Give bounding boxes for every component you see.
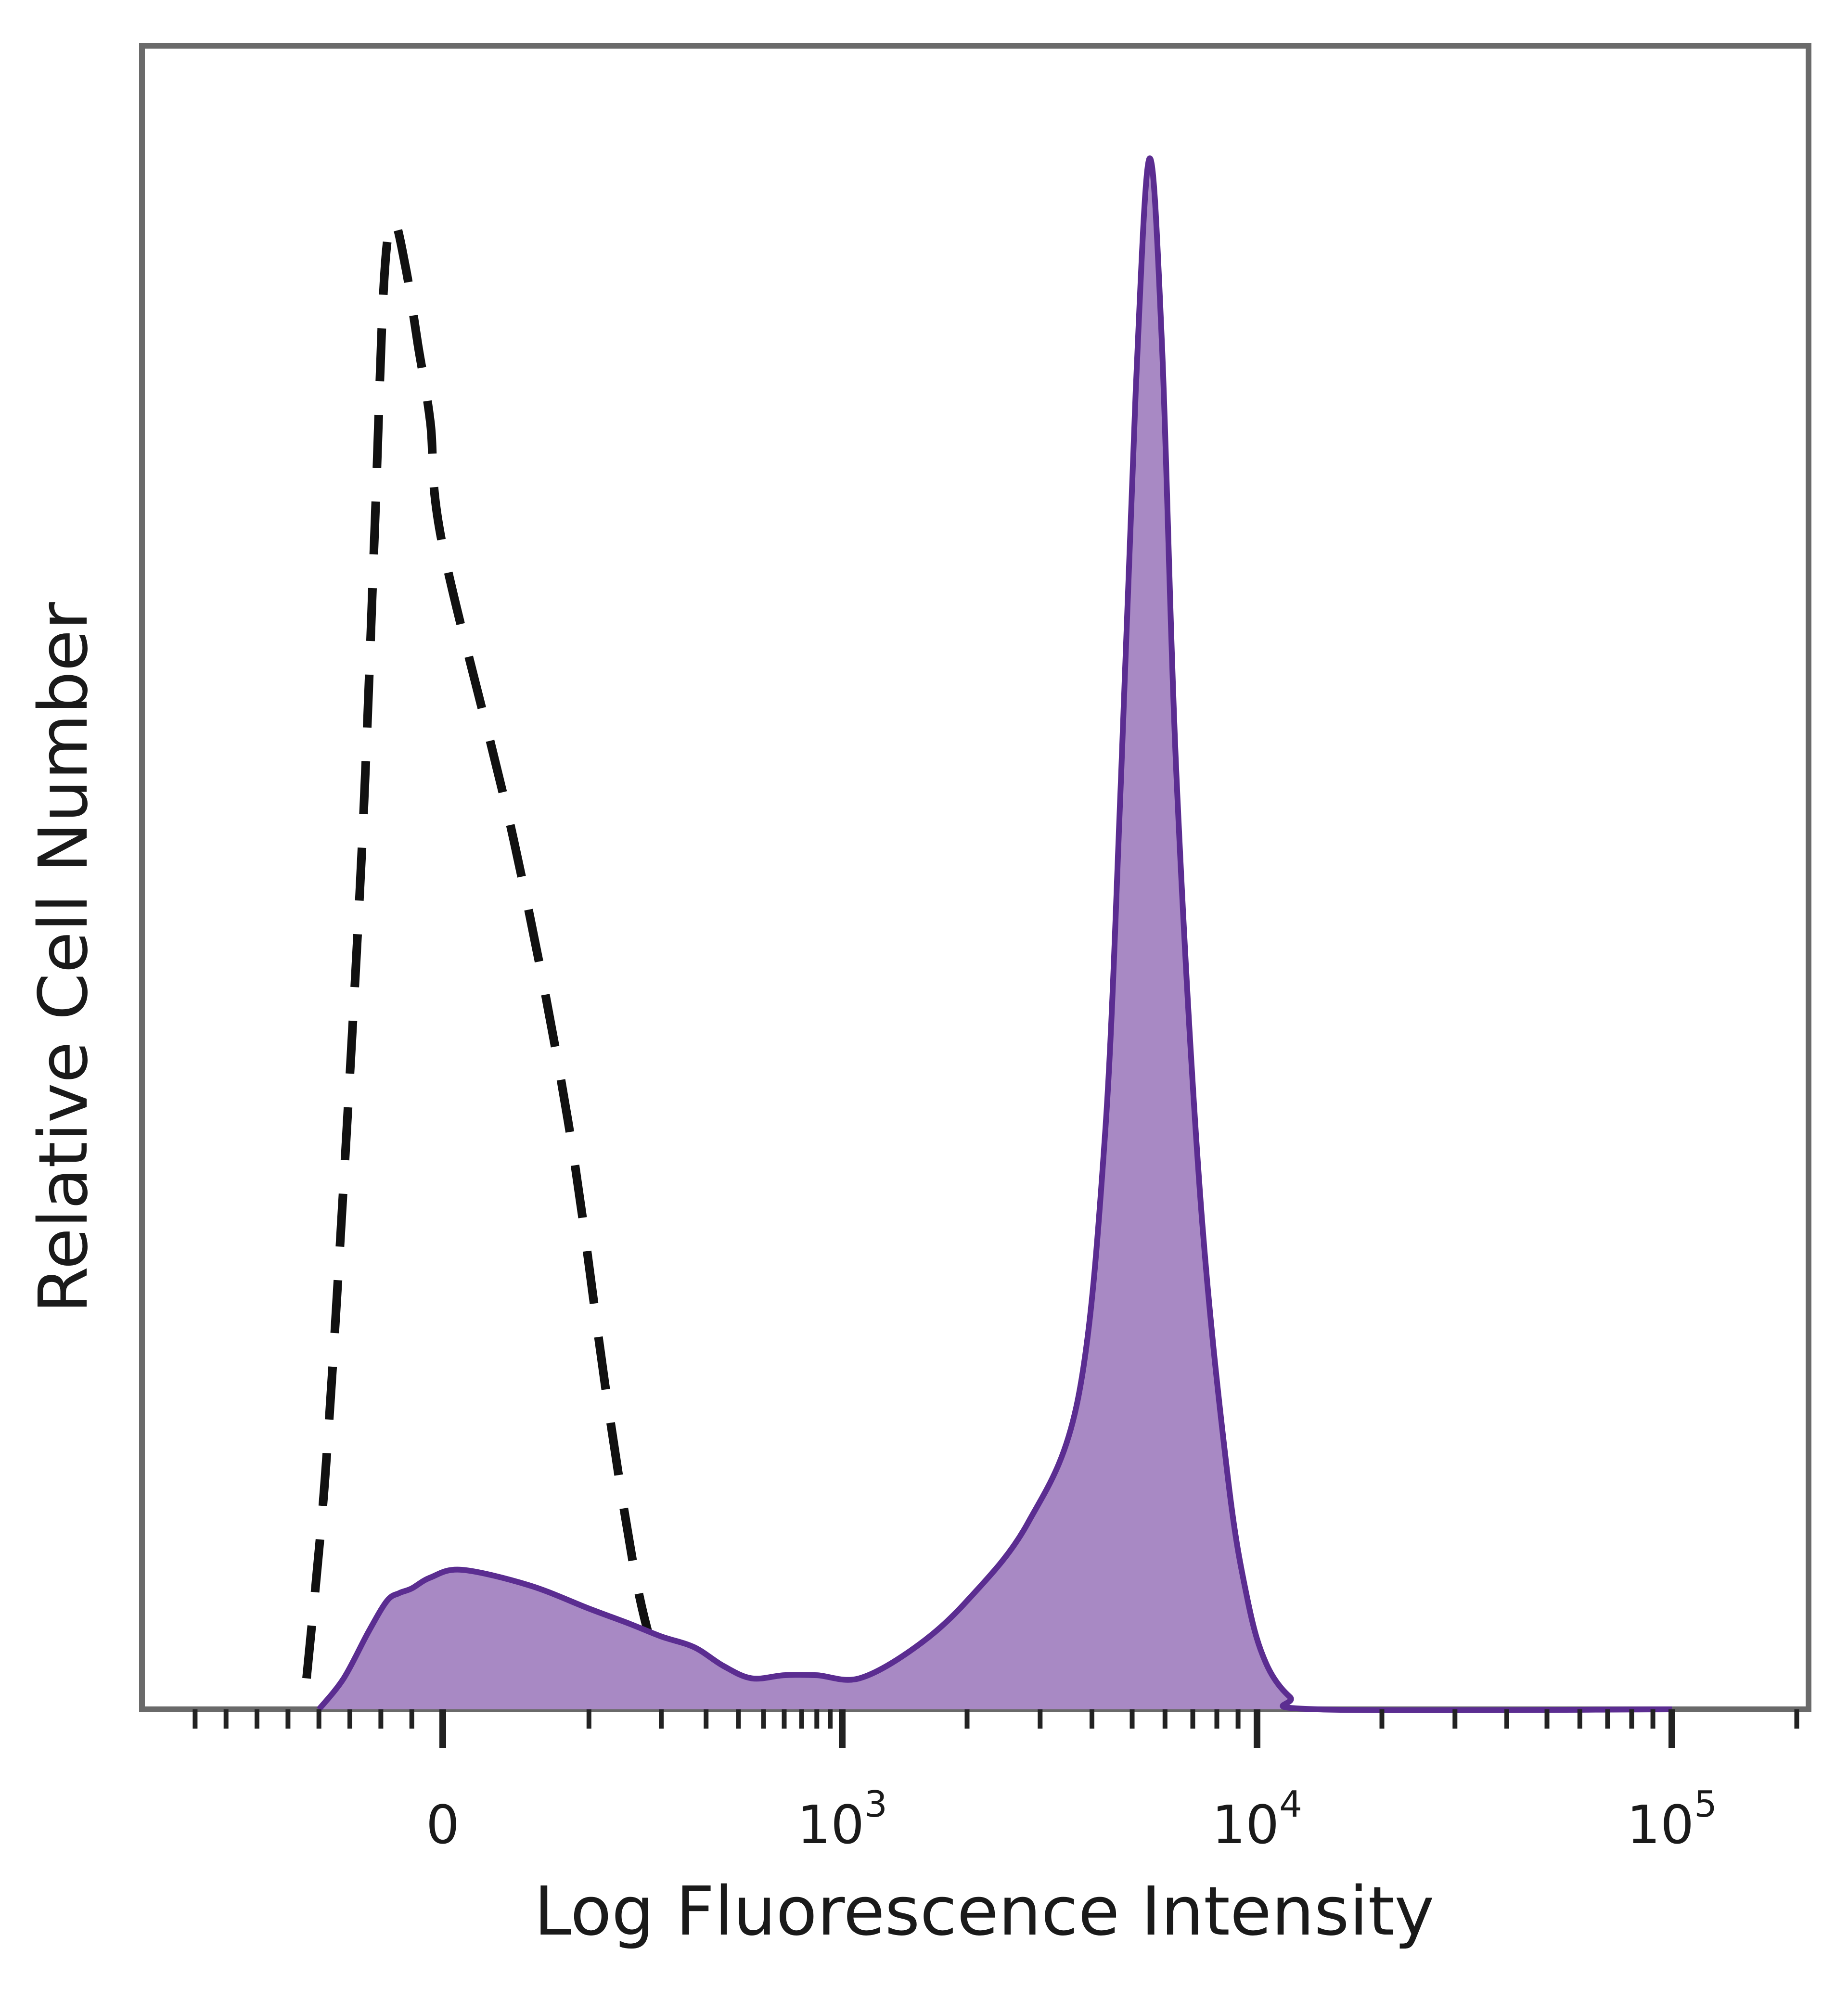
x-tick-label: 105	[1627, 1783, 1717, 1856]
plot-frame	[139, 43, 1811, 1712]
x-axis-label: Log Fluorescence Intensity	[534, 1872, 1435, 1951]
series-line-1	[317, 155, 1672, 1713]
plot-area	[139, 43, 1811, 1712]
x-tick-label: 104	[1212, 1783, 1302, 1856]
x-axis-ticks	[192, 1709, 1799, 1748]
series-layer	[302, 155, 1672, 1713]
x-tick-label: 103	[797, 1783, 887, 1856]
x-tick-label: 0	[426, 1794, 460, 1856]
series-line-0	[302, 216, 666, 1679]
series-fill-1	[319, 158, 1672, 1710]
x-axis-tick-labels: 0 103 104 105	[426, 1783, 1717, 1856]
y-axis-label: Relative Cell Number	[25, 602, 103, 1313]
